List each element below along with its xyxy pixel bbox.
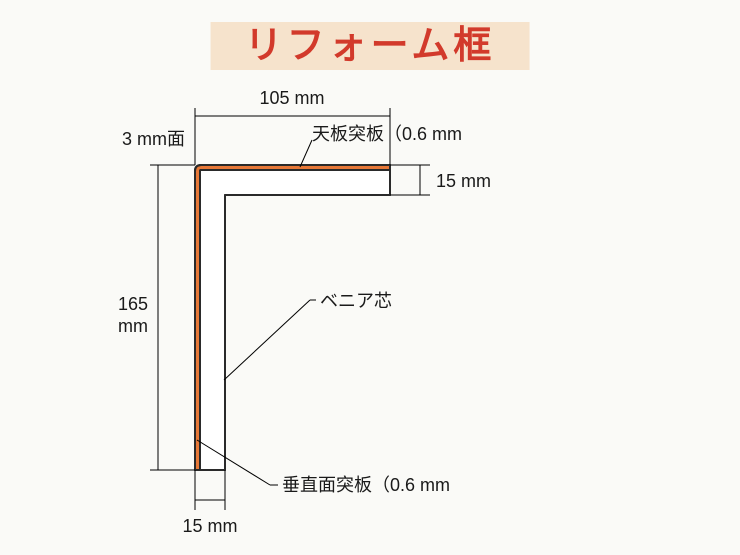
callout-vertical-veneer: 垂直面突板（0.6 mm: [197, 440, 450, 495]
dim-bottom-unit: mm: [208, 516, 238, 536]
dim-left-165: 165 mm: [118, 165, 195, 470]
svg-text:15 mm: 15 mm: [436, 171, 491, 191]
dim-left-value: 165: [118, 294, 148, 314]
callout-chamfer: 3 mm面: [122, 129, 185, 149]
dim-top-value: 105: [259, 88, 289, 108]
callout-chamfer-label: 3 mm面: [122, 129, 185, 149]
dim-bottom-value: 15: [182, 516, 202, 536]
svg-text:15 mm: 15 mm: [182, 516, 237, 536]
dim-right-value: 15: [436, 171, 456, 191]
dim-top-unit: mm: [295, 88, 325, 108]
callout-core: ベニア芯: [224, 291, 392, 380]
profile-outline: [195, 165, 390, 470]
callout-core-label: ベニア芯: [320, 291, 392, 311]
cross-section-diagram: 105 mm 165 mm 15 mm 15: [0, 0, 740, 555]
dim-bottom-15: 15 mm: [182, 470, 237, 536]
dim-left-unit: mm: [118, 316, 148, 336]
callout-vertical-veneer-label: 垂直面突板（0.6 mm: [282, 475, 450, 495]
svg-text:105 mm: 105 mm: [259, 88, 324, 108]
callout-top-veneer: 天板突板（0.6 mm: [300, 124, 462, 167]
dim-right-15: 15 mm: [390, 165, 491, 195]
core-body: [200, 170, 390, 470]
callout-top-veneer-label: 天板突板（0.6 mm: [312, 124, 462, 144]
dim-right-unit: mm: [461, 171, 491, 191]
